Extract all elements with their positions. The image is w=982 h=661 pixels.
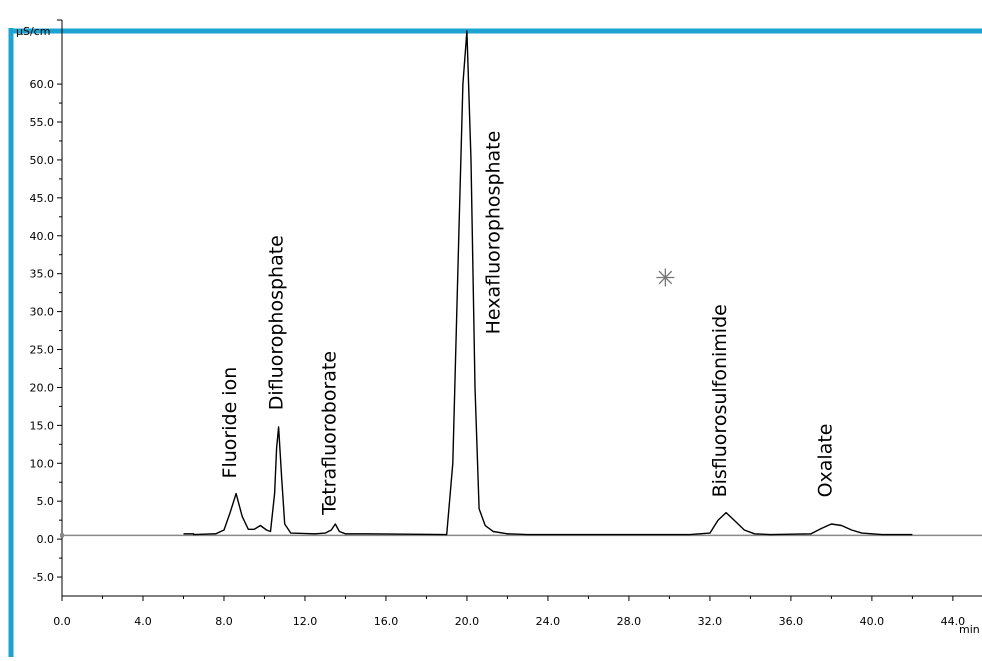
peak-label: Hexafluorophosphate xyxy=(482,131,504,335)
x-tick-label: 44.0 xyxy=(941,615,966,628)
x-tick-label: 28.0 xyxy=(617,615,642,628)
baseline-marker xyxy=(60,533,64,538)
asterisk-stroke xyxy=(658,270,673,285)
y-tick-label: 60.0 xyxy=(30,78,55,91)
x-tick-label: 32.0 xyxy=(698,615,723,628)
peak-label: Tetrafluoroborate xyxy=(318,351,340,516)
y-unit-label: µS/cm xyxy=(16,25,50,38)
peak-label: Oxalate xyxy=(814,424,836,498)
y-tick-label: 0.0 xyxy=(37,533,55,546)
y-tick-label: 55.0 xyxy=(30,116,55,129)
asterisk-marker xyxy=(656,268,675,287)
x-tick-label: 8.0 xyxy=(215,615,233,628)
x-unit-label: min xyxy=(959,623,980,636)
x-tick-label: 12.0 xyxy=(293,615,318,628)
x-tick-label: 24.0 xyxy=(536,615,561,628)
y-tick-label: 5.0 xyxy=(37,495,55,508)
x-tick-label: 4.0 xyxy=(134,615,152,628)
peak-label: Bisfluorosulfonimide xyxy=(709,304,731,497)
x-tick-label: 20.0 xyxy=(455,615,480,628)
y-tick-label: 30.0 xyxy=(30,306,55,319)
x-tick-label: 0.0 xyxy=(53,615,71,628)
chromatogram-trace xyxy=(183,30,913,536)
y-tick-label: 25.0 xyxy=(30,344,55,357)
x-tick-label: 40.0 xyxy=(860,615,885,628)
y-tick-label: 10.0 xyxy=(30,457,55,470)
x-tick-label: 36.0 xyxy=(779,615,804,628)
y-tick-label: 50.0 xyxy=(30,154,55,167)
y-tick-label: 40.0 xyxy=(30,230,55,243)
x-tick-label: 16.0 xyxy=(374,615,399,628)
y-tick-label: 20.0 xyxy=(30,381,55,394)
y-tick-label: 45.0 xyxy=(30,192,55,205)
y-tick-label: -5.0 xyxy=(33,571,54,584)
y-tick-label: 15.0 xyxy=(30,419,55,432)
peak-label: Difluorophosphate xyxy=(266,235,288,410)
y-tick-label: 35.0 xyxy=(30,268,55,281)
peak-label: Fluoride ion xyxy=(219,367,241,479)
